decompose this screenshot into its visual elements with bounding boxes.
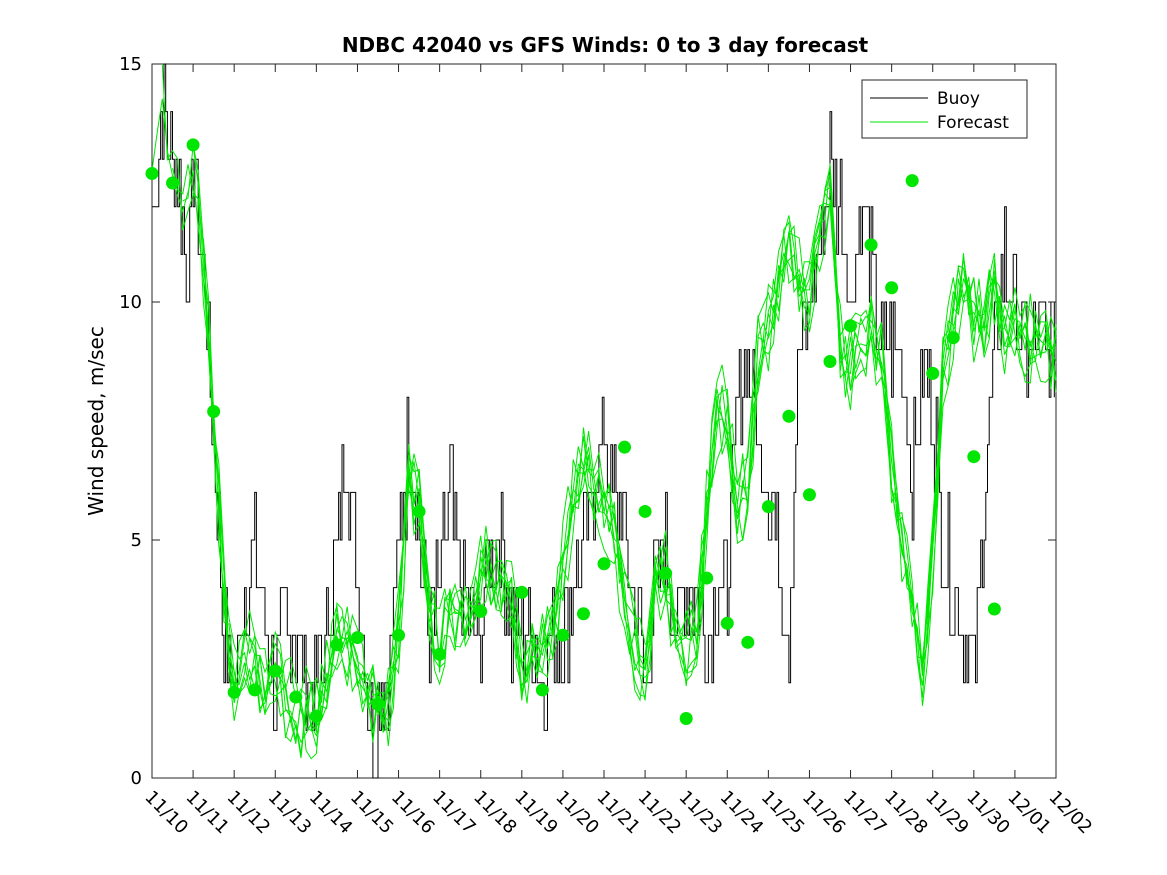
y-tick-label: 0 (131, 768, 142, 789)
forecast-marker (885, 281, 899, 295)
forecast-marker (967, 450, 981, 464)
forecast-marker (433, 647, 447, 661)
forecast-marker (556, 628, 570, 642)
forecast-marker (597, 557, 611, 571)
forecast-marker (946, 331, 960, 345)
forecast-marker (535, 683, 549, 697)
forecast-marker (905, 174, 919, 188)
forecast-marker (802, 488, 816, 502)
legend: Buoy Forecast (861, 79, 1028, 139)
forecast-marker (207, 404, 221, 418)
forecast-marker (700, 571, 714, 585)
forecast-marker (350, 631, 364, 645)
legend-label-forecast: Forecast (937, 113, 1009, 133)
forecast-marker (166, 176, 180, 190)
legend-box (861, 79, 1028, 139)
forecast-marker (926, 366, 940, 380)
forecast-marker (268, 664, 282, 678)
legend-label-buoy: Buoy (937, 89, 980, 109)
forecast-line (223, 202, 1057, 759)
forecast-marker (309, 709, 323, 723)
forecast-marker (474, 604, 488, 618)
forecast-marker (679, 712, 693, 725)
series-layer (151, 63, 1057, 779)
y-axis-label: Wind speed, m/sec (84, 326, 108, 516)
forecast-marker (289, 690, 303, 704)
forecast-marker (371, 697, 385, 711)
forecast-marker (823, 355, 837, 368)
forecast-marker (186, 138, 200, 152)
forecast-marker (576, 607, 590, 621)
forecast-marker (618, 440, 632, 454)
forecast-marker (659, 566, 673, 580)
forecast-marker (782, 409, 796, 423)
forecast-line (172, 164, 1057, 741)
buoy-line (152, 63, 1055, 779)
chart-title: NDBC 42040 vs GFS Winds: 0 to 3 day fore… (342, 33, 869, 57)
forecast-marker (720, 616, 734, 630)
forecast-marker (987, 602, 1001, 616)
marker-layer (145, 138, 1001, 725)
forecast-marker (638, 504, 652, 518)
y-tick-label: 15 (119, 54, 142, 75)
forecast-marker (248, 683, 262, 697)
forecast-marker (145, 166, 159, 180)
y-tick-label: 5 (131, 530, 142, 551)
y-tick-label: 10 (119, 292, 142, 313)
y-axis-ticks: 0 5 10 15 (119, 54, 1056, 789)
forecast-marker (330, 638, 344, 652)
forecast-marker (515, 585, 529, 599)
forecast-marker (864, 238, 878, 252)
forecast-marker (227, 685, 241, 699)
forecast-marker (392, 628, 406, 642)
forecast-marker (412, 504, 426, 518)
forecast-marker (761, 500, 775, 514)
forecast-marker (844, 319, 858, 333)
forecast-marker (741, 635, 755, 649)
